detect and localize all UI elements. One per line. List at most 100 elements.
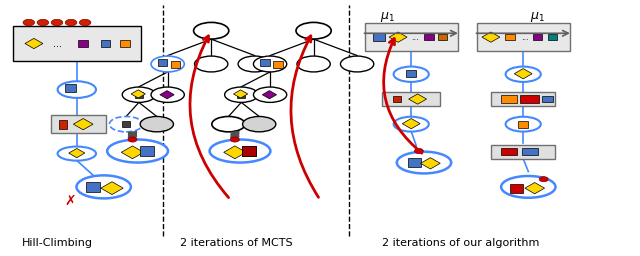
Ellipse shape xyxy=(109,116,143,132)
FancyBboxPatch shape xyxy=(492,92,555,106)
Bar xyxy=(100,40,110,47)
Ellipse shape xyxy=(415,148,424,154)
Bar xyxy=(273,61,283,68)
Text: $\mu_1$: $\mu_1$ xyxy=(380,10,395,24)
Text: ...: ... xyxy=(521,33,529,42)
Polygon shape xyxy=(482,32,500,42)
Ellipse shape xyxy=(238,56,271,72)
Ellipse shape xyxy=(501,176,556,198)
Text: ...: ... xyxy=(541,94,550,104)
Ellipse shape xyxy=(51,19,63,26)
Bar xyxy=(518,121,529,128)
Ellipse shape xyxy=(108,140,168,163)
Polygon shape xyxy=(101,182,123,195)
Ellipse shape xyxy=(210,140,270,163)
Ellipse shape xyxy=(296,23,332,39)
Bar xyxy=(522,148,538,155)
Text: $\mu_1$: $\mu_1$ xyxy=(530,10,545,24)
Bar xyxy=(122,121,131,127)
Bar xyxy=(59,120,67,129)
Ellipse shape xyxy=(297,56,330,72)
Bar xyxy=(86,182,100,192)
Text: Hill-Climbing: Hill-Climbing xyxy=(22,238,93,248)
Ellipse shape xyxy=(58,81,96,98)
Bar xyxy=(242,146,256,156)
Polygon shape xyxy=(262,91,276,99)
Polygon shape xyxy=(122,146,144,159)
Ellipse shape xyxy=(230,137,239,142)
Bar xyxy=(438,34,447,40)
Ellipse shape xyxy=(540,177,548,182)
Text: 2 iterations of MCTS: 2 iterations of MCTS xyxy=(180,238,293,248)
Ellipse shape xyxy=(253,87,287,102)
Bar xyxy=(79,40,88,47)
Ellipse shape xyxy=(37,19,49,26)
Ellipse shape xyxy=(79,19,91,26)
Bar xyxy=(501,95,517,103)
Bar xyxy=(548,34,557,40)
Ellipse shape xyxy=(394,67,429,82)
Bar xyxy=(511,184,524,193)
Bar xyxy=(373,33,385,41)
Bar xyxy=(140,146,154,156)
Ellipse shape xyxy=(122,87,156,102)
Polygon shape xyxy=(389,32,407,42)
Polygon shape xyxy=(160,91,174,99)
Ellipse shape xyxy=(340,56,374,72)
Bar xyxy=(135,92,143,98)
Bar xyxy=(65,84,76,92)
Polygon shape xyxy=(402,119,420,129)
Ellipse shape xyxy=(397,152,451,174)
Ellipse shape xyxy=(225,87,258,102)
Ellipse shape xyxy=(23,19,35,26)
Text: ✗: ✗ xyxy=(65,194,76,208)
FancyBboxPatch shape xyxy=(477,23,570,51)
Polygon shape xyxy=(25,38,43,49)
Polygon shape xyxy=(420,158,440,169)
Text: ...: ... xyxy=(53,38,62,49)
Bar xyxy=(424,34,434,40)
FancyBboxPatch shape xyxy=(13,26,141,61)
Ellipse shape xyxy=(140,116,173,132)
Bar xyxy=(260,59,270,66)
Ellipse shape xyxy=(506,117,541,132)
Bar xyxy=(242,146,256,156)
Bar xyxy=(408,158,421,167)
Bar xyxy=(393,96,401,102)
Bar xyxy=(520,95,540,103)
Ellipse shape xyxy=(65,19,77,26)
Ellipse shape xyxy=(394,117,429,132)
Bar xyxy=(237,92,246,98)
Ellipse shape xyxy=(151,87,184,102)
FancyBboxPatch shape xyxy=(492,145,555,159)
FancyBboxPatch shape xyxy=(51,115,106,133)
Polygon shape xyxy=(74,119,93,130)
Text: 2 iterations of our algorithm: 2 iterations of our algorithm xyxy=(382,238,540,248)
Bar xyxy=(157,59,168,66)
Polygon shape xyxy=(224,146,246,159)
Polygon shape xyxy=(409,94,427,104)
Ellipse shape xyxy=(212,116,245,132)
Polygon shape xyxy=(525,183,545,194)
Bar xyxy=(120,40,129,47)
Polygon shape xyxy=(131,90,145,98)
Bar xyxy=(506,34,515,40)
Ellipse shape xyxy=(195,56,228,72)
Ellipse shape xyxy=(243,116,276,132)
Ellipse shape xyxy=(77,175,131,198)
Bar xyxy=(543,96,553,102)
Polygon shape xyxy=(234,90,248,98)
Ellipse shape xyxy=(128,137,137,142)
Bar xyxy=(406,70,417,77)
Polygon shape xyxy=(515,69,532,79)
Bar xyxy=(501,148,517,155)
Bar xyxy=(533,34,542,40)
Ellipse shape xyxy=(506,67,541,82)
Text: ...: ... xyxy=(411,33,419,42)
Polygon shape xyxy=(68,148,85,158)
Bar xyxy=(170,61,180,68)
FancyBboxPatch shape xyxy=(383,92,440,106)
Ellipse shape xyxy=(58,146,96,161)
Ellipse shape xyxy=(151,56,184,72)
Ellipse shape xyxy=(194,23,229,39)
